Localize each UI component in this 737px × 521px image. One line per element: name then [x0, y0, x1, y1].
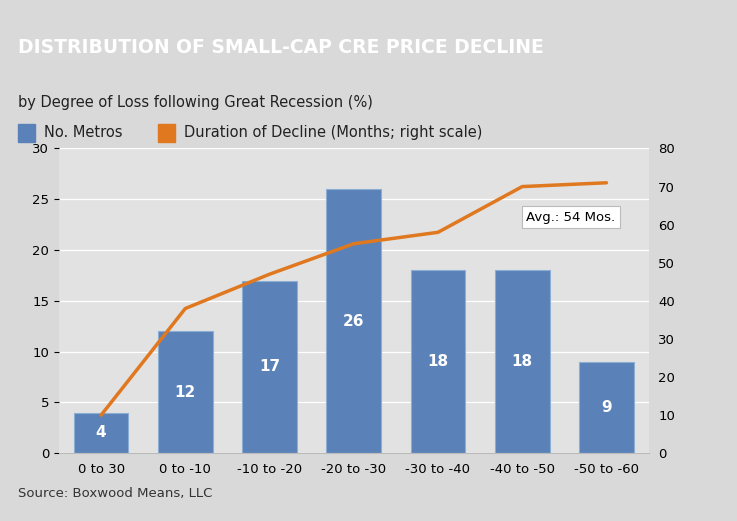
Text: 17: 17 — [259, 359, 280, 375]
Bar — [579, 362, 634, 453]
Text: 18: 18 — [511, 354, 533, 369]
Text: Duration of Decline (Months; right scale): Duration of Decline (Months; right scale… — [184, 126, 483, 140]
Bar — [495, 270, 550, 453]
Bar — [411, 270, 465, 453]
Text: DISTRIBUTION OF SMALL-CAP CRE PRICE DECLINE: DISTRIBUTION OF SMALL-CAP CRE PRICE DECL… — [18, 39, 544, 57]
Text: Source: Boxwood Means, LLC: Source: Boxwood Means, LLC — [18, 487, 213, 500]
Text: 18: 18 — [427, 354, 449, 369]
Text: No. Metros: No. Metros — [44, 126, 123, 140]
Bar — [74, 413, 128, 453]
Text: Avg.: 54 Mos.: Avg.: 54 Mos. — [526, 210, 615, 224]
Text: 4: 4 — [96, 426, 106, 440]
Bar — [158, 331, 213, 453]
Text: 12: 12 — [175, 385, 196, 400]
Text: 26: 26 — [343, 314, 365, 329]
Bar — [18, 125, 35, 142]
Text: 9: 9 — [601, 400, 612, 415]
Bar — [158, 125, 175, 142]
Bar — [242, 280, 297, 453]
Bar — [326, 189, 381, 453]
Text: by Degree of Loss following Great Recession (%): by Degree of Loss following Great Recess… — [18, 95, 374, 109]
